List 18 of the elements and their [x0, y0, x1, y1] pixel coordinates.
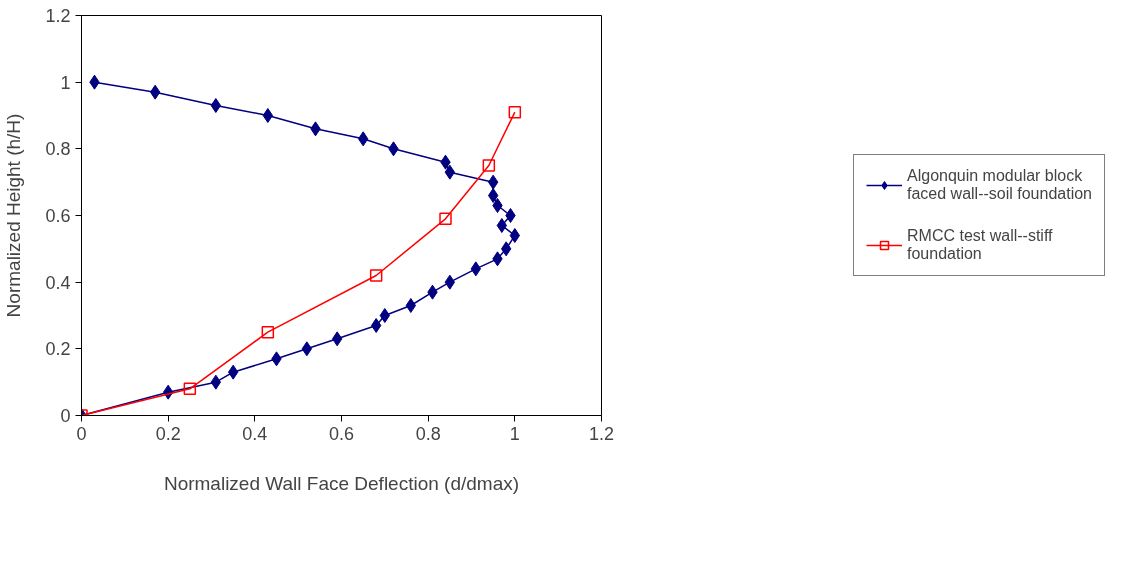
x-axis-title: Normalized Wall Face Deflection (d/dmax) — [163, 472, 520, 494]
x-tick-label: 0 — [76, 423, 87, 444]
legend-label: Algonquin modular block faced wall--soil foundation — [907, 167, 1092, 203]
x-tick-label: 0.4 — [242, 423, 268, 444]
x-tick-label: 0.8 — [415, 423, 441, 444]
x-tick-label: 0.6 — [328, 423, 355, 444]
y-axis-title: Normalized Height (h/H) — [3, 113, 25, 318]
x-tick-label: 1 — [509, 423, 520, 444]
y-tick-label: 1 — [60, 72, 71, 93]
y-tick-label: 0.6 — [45, 206, 71, 226]
y-tick-label: 0.4 — [45, 272, 71, 293]
legend-label: RMCC test wall--stiff foundation — [907, 227, 1053, 263]
y-tick-label: 1.2 — [45, 6, 71, 26]
y-tick-label: 0.2 — [45, 339, 71, 360]
x-tick-label: 0.2 — [155, 423, 181, 444]
x-tick-label: 1.2 — [588, 423, 615, 444]
y-tick-label: 0.8 — [45, 139, 71, 160]
y-tick-label: 0 — [60, 406, 71, 426]
